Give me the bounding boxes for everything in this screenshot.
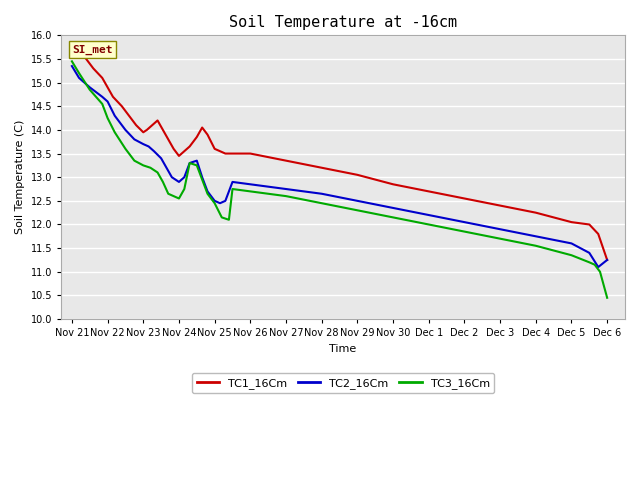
Text: SI_met: SI_met — [72, 44, 113, 55]
X-axis label: Time: Time — [330, 344, 356, 354]
Legend: TC1_16Cm, TC2_16Cm, TC3_16Cm: TC1_16Cm, TC2_16Cm, TC3_16Cm — [192, 373, 494, 393]
Title: Soil Temperature at -16cm: Soil Temperature at -16cm — [229, 15, 457, 30]
Y-axis label: Soil Temperature (C): Soil Temperature (C) — [15, 120, 25, 234]
